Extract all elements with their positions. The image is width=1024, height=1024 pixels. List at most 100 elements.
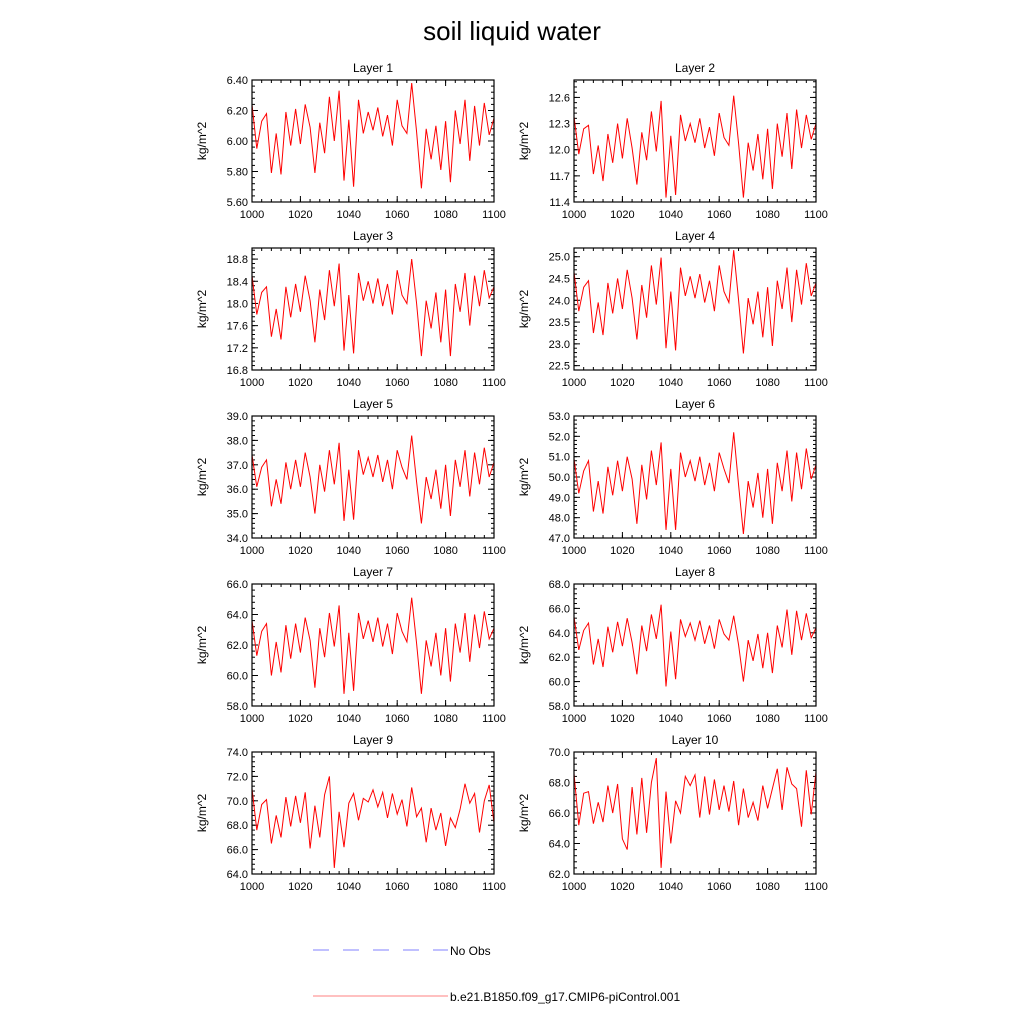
plot-frame-layer-6 [573,415,817,539]
plot-frame-layer-7 [251,583,495,707]
x-tick-label: 1040 [659,713,683,725]
y-tick-label: 62.0 [549,869,570,881]
x-tick-label: 1000 [240,713,264,725]
panel-layer-7: Layer 7 kg/m^2 58.0 60.0 62.0 64.0 66.0 1000 102… [195,565,506,725]
legend-model-label: b.e21.B1850.f09_g17.CMIP6-piControl.001 [450,990,680,1004]
x-tick-label: 1040 [337,881,361,893]
x-tick-label: 1060 [707,209,731,221]
x-tick-label: 1000 [240,545,264,557]
plot-frame-layer-3 [251,247,495,371]
y-tick-label: 17.6 [227,321,248,333]
y-tick-label: 12.6 [549,92,570,104]
y-tick-label: 35.0 [227,509,248,521]
panel-title-layer-10: Layer 10 [672,733,719,747]
x-tick-label: 1060 [385,209,409,221]
x-tick-label: 1040 [337,209,361,221]
plot-frame-layer-5 [251,415,495,539]
panel-title-layer-1: Layer 1 [353,61,393,75]
y-tick-label: 47.0 [549,533,570,545]
x-tick-label: 1040 [659,881,683,893]
x-tick-label: 1100 [804,209,828,221]
y-axis-label-layer-5: kg/m^2 [195,458,209,497]
x-tick-label: 1080 [433,545,457,557]
y-axis-label-layer-6: kg/m^2 [517,458,531,497]
x-tick-label: 1020 [288,209,312,221]
series-line-layer-10 [573,758,817,868]
y-tick-label: 39.0 [227,411,248,423]
y-tick-label: 48.0 [549,513,570,525]
y-tick-label: 25.0 [549,252,570,264]
x-tick-label: 1080 [433,881,457,893]
x-tick-label: 1060 [707,377,731,389]
x-tick-label: 1020 [610,545,634,557]
x-tick-label: 1100 [482,377,506,389]
series-line-layer-4 [573,250,817,354]
y-tick-label: 62.0 [549,652,570,664]
x-tick-label: 1000 [562,713,586,725]
y-axis-label-layer-1: kg/m^2 [195,122,209,161]
x-tick-label: 1020 [288,377,312,389]
series-line-layer-2 [573,95,817,198]
y-tick-label: 38.0 [227,435,248,447]
x-tick-label: 1100 [804,545,828,557]
panel-title-layer-6: Layer 6 [675,397,715,411]
y-tick-label: 66.0 [549,603,570,615]
x-tick-label: 1000 [240,209,264,221]
x-tick-label: 1100 [482,713,506,725]
x-tick-label: 1060 [707,545,731,557]
x-tick-label: 1000 [240,881,264,893]
y-tick-label: 12.0 [549,145,570,157]
series-line-layer-8 [573,604,817,687]
y-tick-label: 11.7 [549,171,570,183]
y-tick-label: 37.0 [227,460,248,472]
x-tick-label: 1080 [433,377,457,389]
y-tick-label: 66.0 [227,845,248,857]
panel-layer-10: Layer 10 kg/m^2 62.0 64.0 66.0 68.0 70.0 1000 10… [517,733,828,893]
y-axis-label-layer-10: kg/m^2 [517,794,531,833]
y-tick-label: 70.0 [549,747,570,759]
x-tick-label: 1080 [755,545,779,557]
legend: No Obs b.e21.B1850.f09_g17.CMIP6-piContr… [313,944,680,1004]
panel-title-layer-3: Layer 3 [353,229,393,243]
x-tick-label: 1060 [385,545,409,557]
panel-layer-3: Layer 3 kg/m^2 16.8 17.2 17.6 18.0 18.4 18.8 100… [195,229,506,389]
panels: Layer 1 kg/m^2 5.60 5.80 6.00 6.20 6.40 1000 102… [195,61,828,893]
plot-frame-layer-9 [251,751,495,875]
y-axis-label-layer-9: kg/m^2 [195,794,209,833]
y-tick-label: 58.0 [549,701,570,713]
x-tick-label: 1040 [337,377,361,389]
x-tick-label: 1080 [755,713,779,725]
y-tick-label: 24.0 [549,295,570,307]
y-tick-label: 18.8 [227,254,248,266]
plot-frame-layer-10 [573,751,817,875]
y-tick-label: 70.0 [227,796,248,808]
y-tick-label: 66.0 [549,808,570,820]
x-tick-label: 1100 [482,881,506,893]
x-tick-label: 1020 [288,881,312,893]
y-tick-label: 72.0 [227,771,248,783]
y-tick-label: 12.3 [549,119,570,131]
x-tick-label: 1020 [288,545,312,557]
legend-obs-label: No Obs [450,944,491,958]
y-tick-label: 5.80 [227,167,248,179]
series-line-layer-5 [251,435,495,524]
y-tick-label: 18.4 [227,276,248,288]
y-axis-label-layer-8: kg/m^2 [517,626,531,665]
x-tick-label: 1000 [562,881,586,893]
x-tick-label: 1060 [707,713,731,725]
y-tick-label: 64.0 [549,839,570,851]
panel-title-layer-2: Layer 2 [675,61,715,75]
panel-layer-9: Layer 9 kg/m^2 64.0 66.0 68.0 70.0 72.0 74.0 100… [195,733,506,893]
panel-layer-1: Layer 1 kg/m^2 5.60 5.80 6.00 6.20 6.40 1000 102… [195,61,506,221]
figure-title: soil liquid water [423,16,601,46]
x-tick-label: 1000 [562,545,586,557]
x-tick-label: 1060 [707,881,731,893]
x-tick-label: 1060 [385,881,409,893]
y-tick-label: 64.0 [549,628,570,640]
series-line-layer-7 [251,597,495,694]
series-line-layer-1 [251,83,495,189]
y-axis-label-layer-3: kg/m^2 [195,290,209,329]
x-tick-label: 1100 [482,209,506,221]
x-tick-label: 1100 [804,881,828,893]
y-tick-label: 24.5 [549,274,570,286]
